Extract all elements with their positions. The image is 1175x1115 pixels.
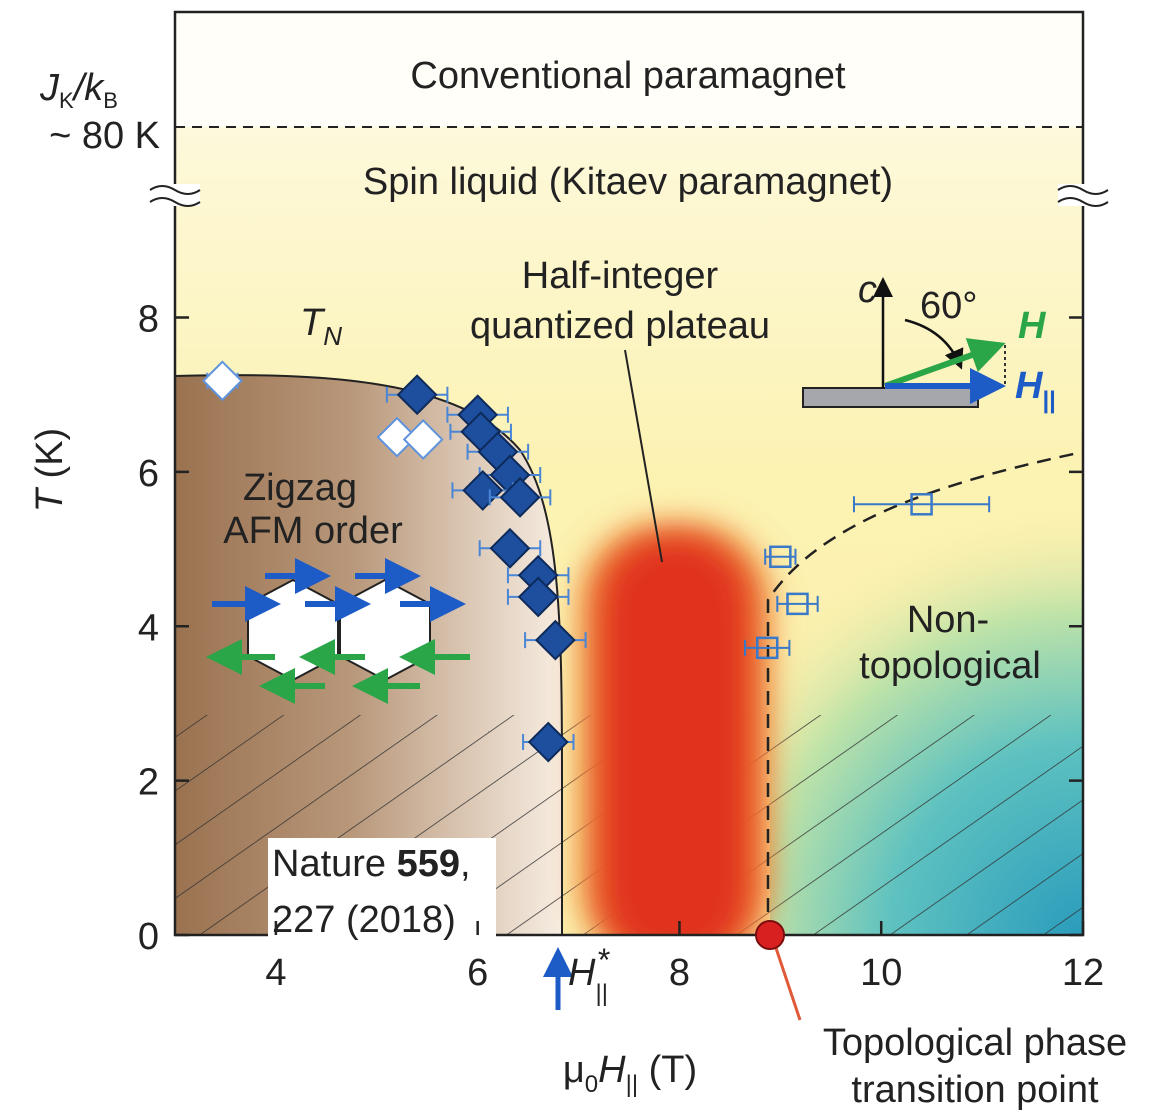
data-point	[499, 476, 541, 518]
data-point	[769, 545, 792, 569]
data-point	[396, 374, 438, 416]
upper-label-part: /k	[71, 67, 106, 109]
hstar-subscript: ||	[595, 980, 607, 1007]
hstar-label: H||*	[568, 942, 610, 1007]
inset-hpar: H||	[1015, 365, 1056, 414]
data-point	[527, 721, 569, 763]
citation-text: ,	[460, 843, 471, 885]
upper-label-part: J	[39, 67, 60, 109]
y-tick-label: 8	[138, 299, 159, 341]
y-axis-label: T (K)	[29, 428, 71, 512]
error-bar	[852, 496, 991, 513]
data-point	[755, 636, 779, 660]
tn-label: TN	[300, 302, 342, 351]
y-label-part: (K)	[29, 428, 71, 489]
region-label: topological	[859, 645, 1041, 687]
annotation: transition point	[851, 1069, 1099, 1111]
region-label: Zigzag	[243, 467, 357, 509]
upper-axis-label: JK/kB	[39, 67, 118, 113]
data-point	[376, 416, 418, 458]
y-tick-label: 4	[138, 607, 159, 649]
axis-break	[149, 184, 1118, 207]
plateau-region	[600, 535, 750, 935]
data-point	[786, 592, 809, 616]
upper-axis-value: ~ 80 K	[49, 115, 160, 157]
citation: 227 (2018)	[272, 899, 456, 941]
upper-label-part: B	[103, 88, 118, 113]
paramagnet-region	[175, 12, 1083, 127]
data-point	[910, 493, 933, 516]
citation-box	[268, 838, 496, 942]
tn-subscript: N	[323, 321, 342, 351]
data-point	[534, 619, 576, 661]
inset-c: c	[858, 269, 877, 311]
y-tick-label: 6	[138, 453, 159, 495]
hstar-symbol: H	[568, 952, 596, 994]
inset-angle: 60°	[920, 285, 977, 327]
x-axis-label: μ0H|| (T)	[563, 1049, 697, 1098]
citation: Nature 559,	[272, 843, 471, 885]
x-label-part: 0	[585, 1071, 598, 1098]
data-point	[402, 419, 444, 460]
inset-h: H	[1018, 305, 1047, 347]
y-tick-label: 0	[138, 916, 159, 958]
region-label: Half-integer	[522, 255, 719, 297]
data-point	[517, 576, 559, 618]
annotation: Topological phase	[823, 1022, 1127, 1064]
citation-volume: 559	[397, 843, 460, 885]
error-bar	[776, 595, 819, 612]
region-label: AFM order	[223, 510, 403, 552]
y-label-part: T	[29, 486, 71, 512]
x-label-part: (T)	[638, 1049, 697, 1091]
topological-boundary	[766, 450, 1083, 935]
markers-below-axis	[543, 920, 802, 1021]
x-label-part: H	[598, 1049, 626, 1091]
x-tick-label: 8	[669, 952, 690, 994]
region-label: quantized plateau	[470, 305, 770, 347]
x-label-part: ||	[626, 1071, 638, 1098]
data-point	[462, 469, 504, 511]
upper-label-part: K	[59, 88, 74, 113]
x-tick-label: 4	[265, 952, 286, 994]
region-label: Conventional paramagnet	[410, 55, 846, 97]
plateau-pointer	[624, 349, 663, 563]
tn-symbol: T	[300, 302, 326, 344]
x-tick-label: 12	[1062, 952, 1104, 994]
error-bar	[744, 639, 791, 656]
hstar-star: *	[598, 942, 610, 978]
x-tick-label: 10	[860, 952, 902, 994]
data-point	[202, 360, 243, 402]
zigzag-illustration	[206, 558, 470, 704]
region-label: Non-	[907, 599, 989, 641]
citation-text: Nature	[272, 843, 397, 885]
y-tick-label: 2	[138, 762, 159, 804]
x-label-part: μ	[563, 1049, 585, 1091]
inset-hpar-symbol: H	[1015, 365, 1044, 407]
x-tick-label: 6	[467, 952, 488, 994]
tn-boundary	[175, 374, 563, 935]
plot-frame	[173, 10, 1085, 937]
field-inset	[802, 277, 1006, 408]
data-point	[489, 527, 531, 569]
inset-hpar-subscript: ||	[1042, 387, 1055, 414]
region-label: Spin liquid (Kitaev paramagnet)	[363, 161, 893, 203]
